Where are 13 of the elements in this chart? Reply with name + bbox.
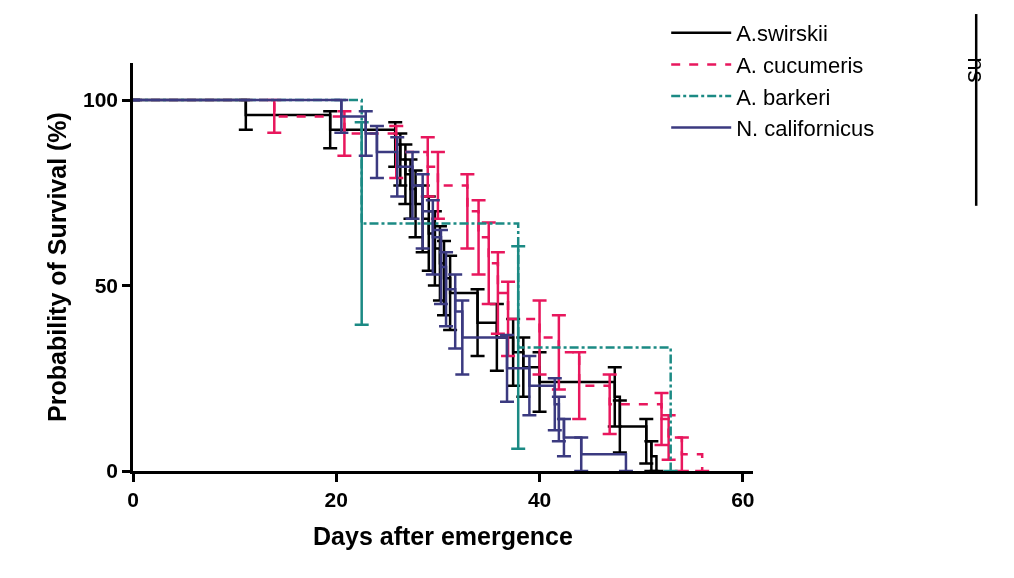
x-tick-label: 20 (324, 487, 348, 511)
legend-label: A.swirskii (736, 21, 828, 47)
y-axis-title: Probability of Survival (%) (42, 112, 71, 422)
y-tick-label: 0 (106, 459, 119, 483)
y-tick-label: 100 (83, 88, 119, 112)
legend-label: A. barkeri (736, 84, 831, 110)
legend-label: A. cucumeris (736, 52, 864, 78)
x-axis-title: Days after emergence (313, 521, 574, 550)
x-tick-label: 0 (127, 487, 139, 511)
y-tick-label: 50 (94, 273, 119, 297)
legend-label: N. californicus (736, 116, 875, 142)
x-tick-label: 60 (731, 487, 755, 511)
x-tick-label: 40 (527, 487, 552, 511)
